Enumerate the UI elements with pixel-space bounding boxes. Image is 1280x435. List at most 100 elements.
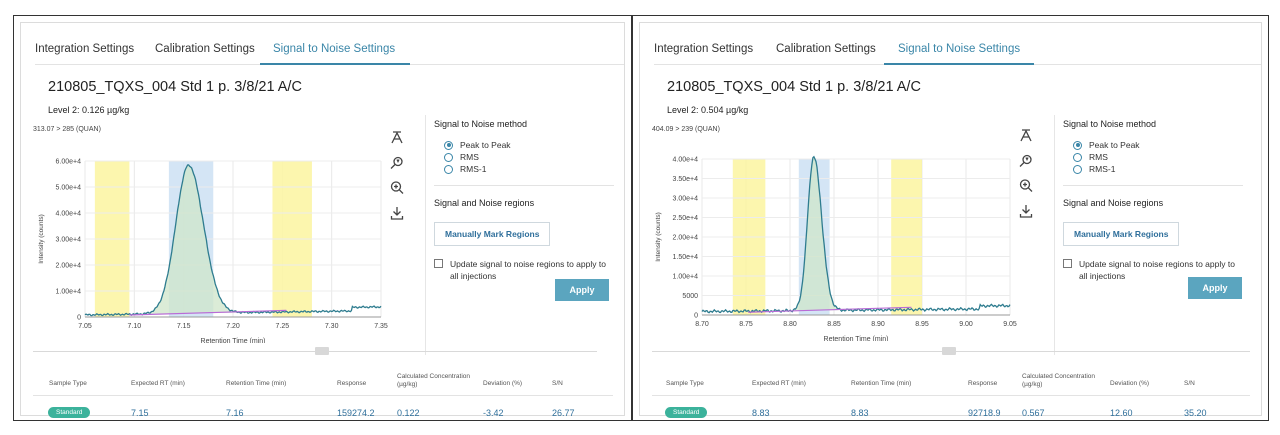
x-tick-label: 7.35 [374,323,388,330]
panel-divider [425,115,426,355]
chromatogram-chart[interactable]: 0 1.00e+4 2.00e+4 3.00e+4 4.00e+4 5.00e+4 6.00… [21,153,401,344]
cell-expected-rt: 7.15 [131,408,149,418]
checkbox-label: Update signal to noise regions to apply … [450,259,606,282]
x-tick-label: 8.75 [739,321,753,328]
tab-bar: Integration Settings Calibration Setting… [35,35,624,65]
chromatogram-trace [701,155,1011,314]
settings-card: Integration Settings Calibration Setting… [20,22,625,418]
x-tick-label: 7.20 [226,323,240,330]
x-tick-label: 7.10 [128,323,142,330]
radio-peak-to-peak[interactable]: Peak to Peak [444,139,614,151]
download-icon[interactable] [389,205,405,221]
download-icon[interactable] [1018,203,1034,219]
col-response: Response [968,380,998,387]
col-deviation: Deviation (%) [483,380,523,387]
integrated-peak-area [794,156,839,311]
collapse-handle[interactable] [942,347,956,355]
y-tick-label: 1.00e+4 [673,274,699,281]
sn-method-heading: Signal to Noise method [1063,119,1157,129]
apply-button[interactable]: Apply [1188,277,1242,299]
y-tick-label: 4.00e+4 [673,157,699,164]
radio-indicator [444,164,453,174]
update-regions-checkbox[interactable]: Update signal to noise regions to apply … [434,258,614,283]
cell-deviation: -3.42 [483,408,504,418]
panel-left: Integration Settings Calibration Setting… [14,16,631,420]
chart-toolbar [1018,128,1034,228]
level-label: Level 2: 0.126 µg/kg [48,105,130,115]
tab-signal-to-noise-settings[interactable]: Signal to Noise Settings [273,43,396,55]
y-tick-label: 2.00e+4 [673,235,699,242]
y-tick-label: 2.00e+4 [56,263,82,270]
manually-mark-regions-button[interactable]: Manually Mark Regions [1063,222,1180,246]
sample-type-badge: Standard [48,407,91,418]
cell-response: 159274.2 [337,408,375,418]
sample-title: 210805_TQXS_004 Std 1 p. 3/8/21 A/C [48,79,302,95]
col-expected-rt: Expected RT (min) [131,380,185,387]
tab-signal-to-noise-settings[interactable]: Signal to Noise Settings [898,43,1021,55]
manually-mark-regions-button[interactable]: Manually Mark Regions [434,222,551,246]
y-axis-label: Intensity (counts) [655,212,662,262]
chromatogram-chart[interactable]: 0 5000 1.00e+4 1.50e+4 2.00e+4 2.50e+4 3.00e+4… [640,151,1030,341]
screenshot-frame: Integration Settings Calibration Setting… [13,15,1269,421]
col-retention-time: Retention Time (min) [851,380,912,387]
active-tab-indicator [884,63,1034,65]
radio-rms-1[interactable]: RMS-1 [1073,163,1243,175]
radio-label: Peak to Peak [460,140,511,150]
radio-selected-indicator [1073,140,1082,150]
radio-rms[interactable]: RMS [1073,151,1243,163]
x-axis-label: Retention Time (min) [201,338,266,343]
y-tick-label: 4.00e+4 [56,211,82,218]
apply-button[interactable]: Apply [555,279,609,301]
cell-concentration: 0.567 [1022,408,1045,418]
table-header: Sample Type Expected RT (min) Retention … [640,373,1260,393]
radio-indicator [1073,164,1082,174]
zoom-reset-icon[interactable] [1018,153,1034,169]
cell-expected-rt: 8.83 [752,408,770,418]
x-tick-label: 7.30 [325,323,339,330]
row-divider [652,395,1250,396]
tab-calibration-settings[interactable]: Calibration Settings [155,43,255,55]
radio-rms[interactable]: RMS [444,151,614,163]
update-regions-checkbox[interactable]: Update signal to noise regions to apply … [1063,258,1243,283]
radio-label: RMS-1 [460,164,487,174]
peak-edit-icon[interactable] [389,130,405,146]
sample-title: 210805_TQXS_004 Std 1 p. 3/8/21 A/C [667,79,921,95]
sample-type-badge: Standard [665,407,708,418]
zoom-in-icon[interactable] [389,180,405,196]
regions-heading: Signal and Noise regions [434,198,535,208]
col-expected-rt: Expected RT (min) [752,380,806,387]
radio-rms-1[interactable]: RMS-1 [444,163,614,175]
chart-toolbar [389,130,405,230]
table-row[interactable]: Standard 7.15 7.16 159274.2 0.122 -3.42 … [21,407,621,420]
col-sample-type: Sample Type [666,380,704,387]
cell-response: 92718.9 [968,408,1001,418]
zoom-reset-icon[interactable] [389,155,405,171]
col-sn: S/N [1184,380,1195,387]
cell-concentration: 0.122 [397,408,420,418]
y-tick-label: 0 [77,315,81,322]
radio-label: RMS [1089,152,1108,162]
tab-integration-settings[interactable]: Integration Settings [35,43,135,55]
regions-heading: Signal and Noise regions [1063,198,1164,208]
tab-integration-settings[interactable]: Integration Settings [654,43,754,55]
y-tick-label: 0 [694,313,698,320]
col-retention-time: Retention Time (min) [226,380,287,387]
col-response: Response [337,380,367,387]
y-tick-label: 6.00e+4 [56,159,82,166]
y-tick-label: 5.00e+4 [56,185,82,192]
radio-peak-to-peak[interactable]: Peak to Peak [1073,139,1243,151]
section-divider [434,185,614,186]
collapse-handle[interactable] [315,347,329,355]
cell-sn: 26.77 [552,408,575,418]
tab-calibration-settings[interactable]: Calibration Settings [776,43,876,55]
active-tab-indicator [260,63,410,65]
row-divider [33,395,613,396]
y-tick-label: 1.00e+4 [56,289,82,296]
checkbox-box [434,259,443,268]
y-tick-label: 2.50e+4 [673,215,699,222]
trace-label: 404.09 > 239 (QUAN) [652,126,720,133]
zoom-in-icon[interactable] [1018,178,1034,194]
table-row[interactable]: Standard 8.83 8.83 92718.9 0.567 12.60 3… [640,407,1260,420]
x-tick-label: 8.70 [695,321,709,328]
peak-edit-icon[interactable] [1018,128,1034,144]
